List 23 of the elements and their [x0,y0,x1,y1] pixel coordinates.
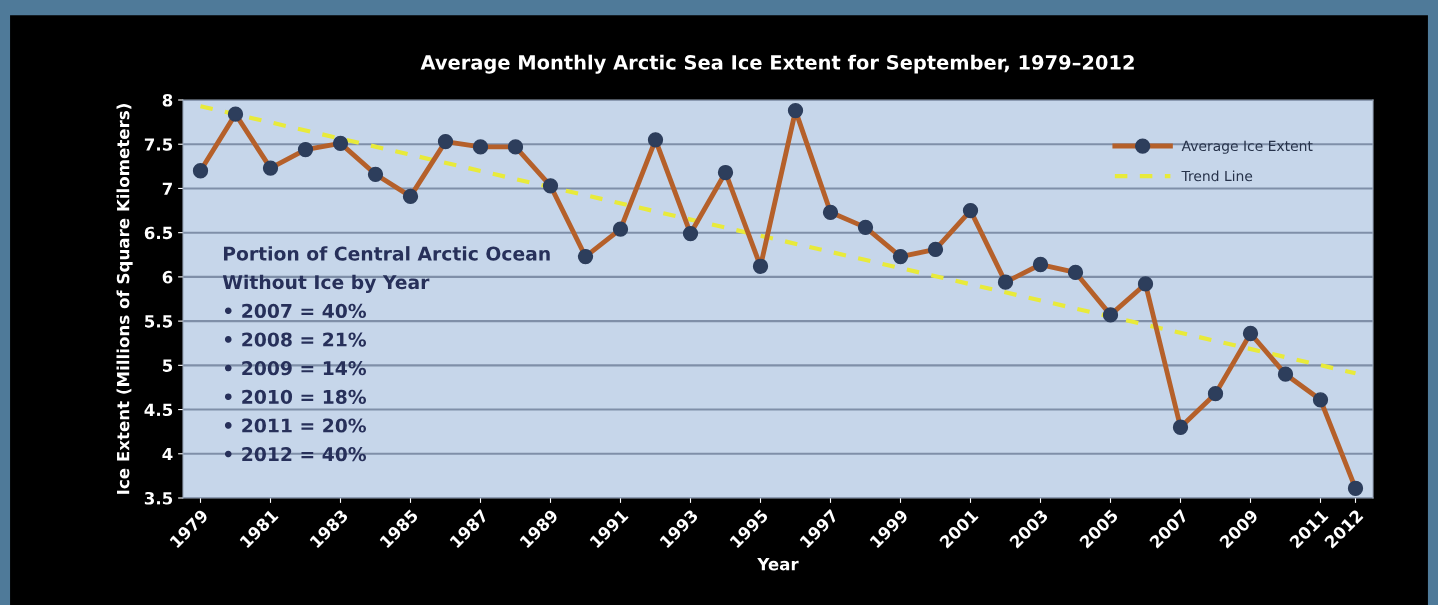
annotation: Portion of Central Arctic Ocean [223,246,550,261]
annotation: • 2011 = 20% [224,418,367,433]
y-tick-label: 7 [162,182,172,195]
y-tick-label: 3.5 [144,491,173,505]
y-axis-title: Ice Extent (Millions of Square Kilometers) [116,104,133,494]
y-tick-label: 7.5 [144,138,173,151]
y-tick-label: 6 [162,270,173,284]
y-tick-label: 5 [162,359,173,372]
legend-label: Trend Line [1181,170,1253,182]
chart-title: Average Monthly Arctic Sea Ice Extent for September, 1979–2012 [420,54,1134,74]
annotation: • 2009 = 14% [224,361,367,376]
x-axis-title: Year [757,558,799,571]
y-tick-label: 6.5 [144,226,173,240]
annotation: Without Ice by Year [222,274,430,294]
annotation: • 2012 = 40% [224,447,367,462]
y-tick-label: 4 [162,447,173,461]
y-tick-label: 5.5 [145,315,173,328]
annotation: • 2008 = 21% [224,332,367,347]
annotation: • 2010 = 18% [224,389,367,404]
y-tick-label: 8 [162,93,173,107]
legend-label: Average Ice Extent [1181,140,1313,154]
y-tick-label: 4.5 [144,403,173,417]
annotation: • 2007 = 40% [224,303,367,318]
